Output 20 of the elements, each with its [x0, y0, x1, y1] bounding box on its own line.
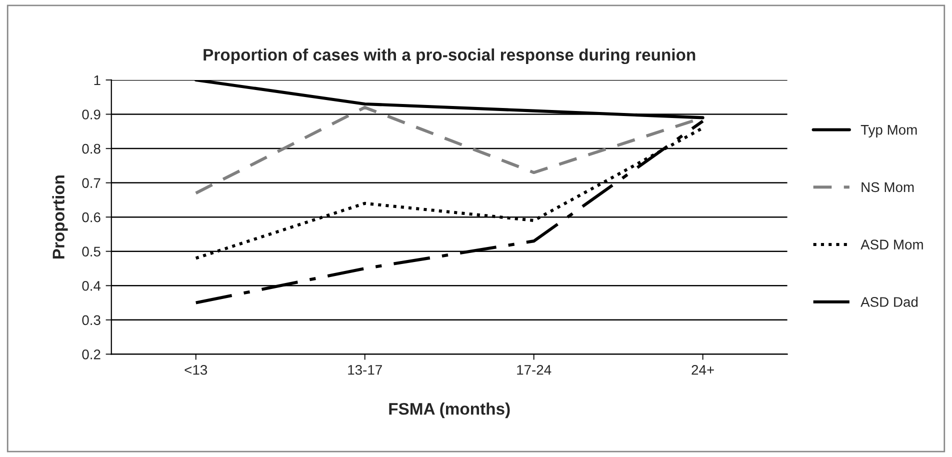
y-tick-label: 0.9	[82, 110, 100, 120]
y-tick-label: 0.4	[82, 280, 101, 291]
legend-label: NS Mom	[862, 182, 914, 192]
y-tick-label: 1	[94, 75, 100, 86]
y-tick-label: 0.8	[82, 144, 100, 154]
x-tick-label: <13	[184, 364, 208, 375]
y-tick-label: 0.2	[82, 350, 100, 360]
legend-label: ASD Mom	[860, 240, 923, 250]
y-axis-title: Proportion	[52, 176, 68, 259]
y-tick-label: 0.7	[82, 178, 100, 188]
y-tick-label: 0.5	[82, 246, 100, 257]
x-axis-title: FSMA (months)	[389, 402, 510, 418]
x-tick-label: 17-24	[517, 364, 552, 375]
legend-label: Typ Mom	[860, 125, 917, 138]
x-tick-label: 13-17	[348, 364, 382, 375]
legend-label: ASD Dad	[860, 296, 918, 307]
y-tick-label: 0.6	[82, 212, 100, 222]
y-tick-label: 0.3	[82, 315, 100, 326]
chart-title: Proportion of cases with a pro-social response during reunion	[204, 48, 696, 64]
x-tick-label: 24+	[692, 364, 714, 375]
